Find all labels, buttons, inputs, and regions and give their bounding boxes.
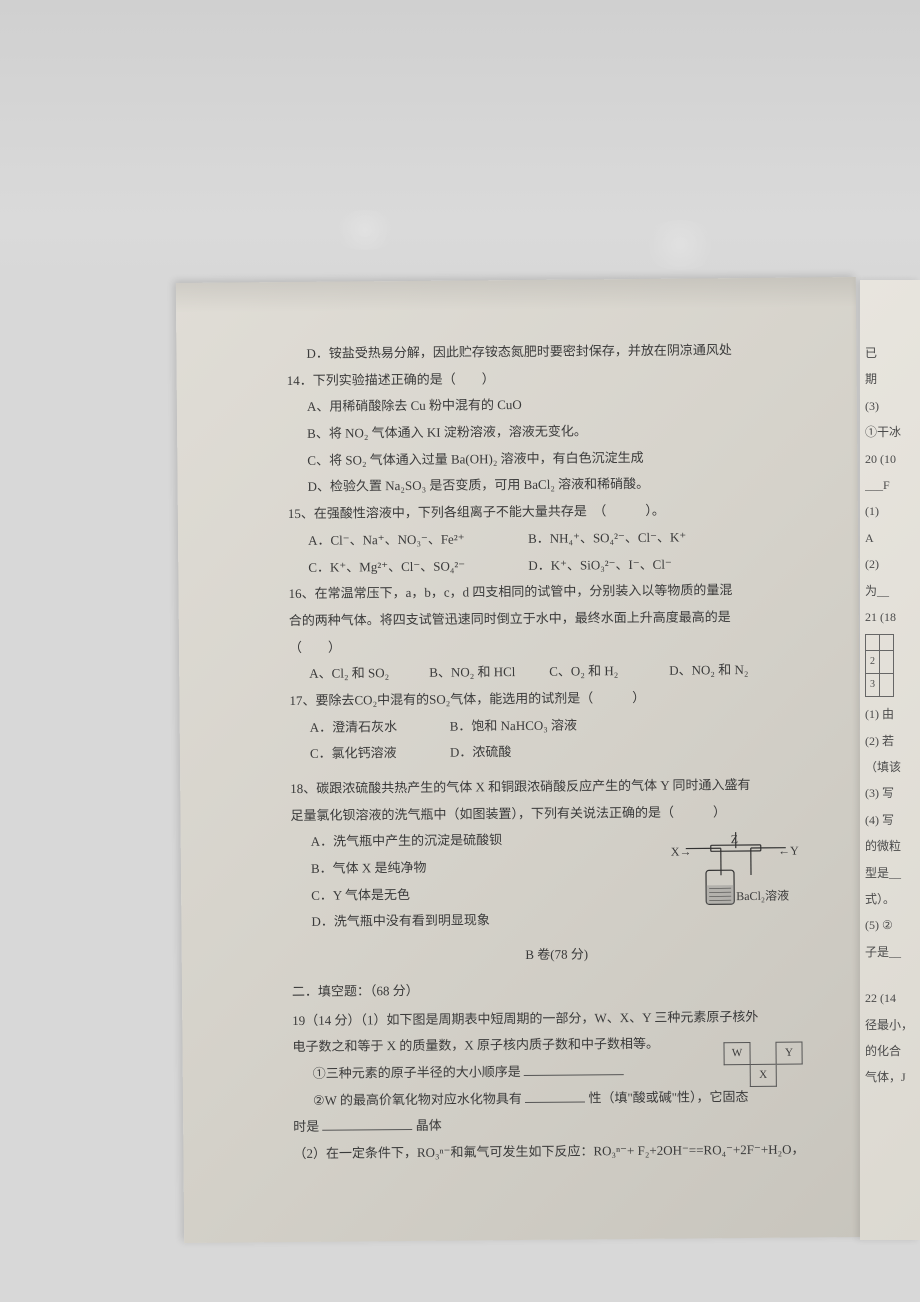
edge-text: 已	[865, 340, 915, 366]
q17-row1: A．澄清石灰水 B．饱和 NaHCO₃ 溶液	[290, 711, 820, 740]
edge-text: (3) 写	[865, 780, 915, 806]
cell-x: X	[750, 1064, 776, 1086]
q17-option-d: D．浓硫酸	[450, 740, 512, 765]
q19-sub2c: 时是 晶体	[293, 1111, 823, 1140]
q18-option-d: D．洗气瓶中没有看到明显现象	[291, 906, 821, 935]
blank-field	[524, 1062, 624, 1076]
q19-stem1: 19（14 分）（1）如下图是周期表中短周期的一部分，W、X、Y 三种元素原子核…	[292, 1004, 822, 1033]
edge-text: 的化合	[865, 1038, 915, 1064]
edge-text: 21 (18	[865, 604, 915, 630]
q19-periodic-fragment: W Y X	[723, 1042, 802, 1088]
cell-y: Y	[776, 1042, 802, 1064]
q14-option-c: C、将 SO₂ 气体通入过量 Ba(OH)₂ 溶液中，有白色沉淀生成	[287, 444, 817, 473]
edge-text: (4) 写	[865, 807, 915, 833]
q17-option-b: B．饱和 NaHCO₃ 溶液	[450, 713, 578, 739]
q14-option-d: D、检验久置 Na₂SO₃ 是否变质，可用 BaCl₂ 溶液和稀硝酸。	[288, 471, 818, 500]
q14-option-b: B、将 NO₂ 气体通入 KI 淀粉溶液，溶液无变化。	[287, 417, 817, 446]
q16-stem2: 合的两种气体。将四支试管迅速同时倒立于水中，最终水面上升高度最高的是	[289, 604, 819, 633]
edge-text: A	[865, 525, 915, 551]
top-shadow-region	[0, 0, 920, 280]
edge-text: 20 (10	[865, 446, 915, 472]
edge-text: 气体，J	[865, 1064, 915, 1090]
exam-page: D．铵盐受热易分解，因此贮存铵态氮肥时要密封保存，并放在阴凉通风处 14．下列实…	[176, 277, 864, 1243]
edge-text: （填该	[865, 754, 915, 780]
edge-text: 期	[865, 366, 915, 392]
q15-option-b: B．NH₄⁺、SO₄²⁻、Cl⁻、K⁺	[528, 525, 686, 551]
q19-sub2a-text: ②W 的最高价氧化物对应水化物具有	[313, 1091, 522, 1108]
edge-text: (2)	[865, 551, 915, 577]
q16-option-b: B、NO₂ 和 HCl	[429, 660, 549, 686]
edge-text: (1) 由	[865, 701, 915, 727]
edge-text: 的微粒	[865, 833, 915, 859]
q18-stem1: 18、碳跟浓硫酸共热产生的气体 X 和铜跟浓硝酸反应产生的气体 Y 同时通入盛有	[290, 772, 820, 801]
edge-text: 为__	[865, 578, 915, 604]
blank-field	[322, 1117, 412, 1131]
q16-option-a: A、Cl₂ 和 SO₂	[309, 661, 429, 687]
q13-option-d: D．铵盐受热易分解，因此贮存铵态氮肥时要密封保存，并放在阴凉通风处	[286, 337, 816, 366]
q14-stem: 14．下列实验描述正确的是（ ）	[287, 364, 817, 393]
edge-text: (3)	[865, 393, 915, 419]
q17-option-c: C．氯化钙溶液	[310, 741, 450, 767]
q16-options: A、Cl₂ 和 SO₂ B、NO₂ 和 HCl C、O₂ 和 H₂ D、NO₂ …	[289, 658, 819, 687]
q19-sub2d-text: 晶体	[416, 1118, 442, 1133]
q16-stem3: （ ）	[289, 631, 819, 660]
q15-option-c: C．K⁺、Mg²⁺、Cl⁻、SO₄²⁻	[308, 553, 528, 580]
q18-apparatus-diagram: Z X→ ←Y BaCl₂溶液	[681, 830, 792, 911]
edge-text: (1)	[865, 498, 915, 524]
q15-option-a: A．Cl⁻、Na⁺、NO₃⁻、Fe²⁺	[308, 527, 528, 554]
edge-table: 2 3	[865, 634, 894, 697]
scan-smudge	[640, 220, 720, 270]
diagram-label-bottle: BaCl₂溶液	[736, 885, 789, 908]
section-b-header: B 卷(78 分)	[292, 941, 822, 970]
q14-option-a: A、用稀硝酸除去 Cu 粉中混有的 CuO	[287, 391, 817, 420]
q16-option-d: D、NO₂ 和 N₂	[669, 658, 789, 684]
diagram-label-y: ←Y	[778, 840, 799, 863]
q15-stem: 15、在强酸性溶液中，下列各组离子不能大量共存是 （ ）。	[288, 498, 818, 527]
q19-part2: （2）在一定条件下，RO₃ⁿ⁻和氟气可发生如下反应：RO₃ⁿ⁻+ F₂+2OH⁻…	[293, 1137, 823, 1166]
edge-text: ___F	[865, 472, 915, 498]
adjacent-page-sliver: 已 期 (3) ①干冰 20 (10 ___F (1) A (2) 为__ 21…	[860, 280, 920, 1240]
edge-text: (2) 若	[865, 728, 915, 754]
q15-row2: C．K⁺、Mg²⁺、Cl⁻、SO₄²⁻ D．K⁺、SiO₃²⁻、I⁻、Cl⁻	[288, 551, 818, 580]
edge-text: 22 (14	[865, 985, 915, 1011]
blank-field	[525, 1089, 585, 1103]
edge-text: 式）。	[865, 886, 915, 912]
q19-sub2c-text: 时是	[293, 1119, 319, 1134]
q17-stem: 17、要除去CO₂中混有的SO₂气体，能选用的试剂是（ ）	[289, 684, 819, 713]
edge-text: 径最小，	[865, 1012, 915, 1038]
edge-text: ①干冰	[865, 419, 915, 445]
q16-option-c: C、O₂ 和 H₂	[549, 659, 669, 685]
q17-row2: C．氯化钙溶液 D．浓硫酸	[290, 738, 820, 767]
q19-sub1-text: ①三种元素的原子半径的大小顺序是	[313, 1064, 521, 1081]
edge-text: 子是__	[865, 939, 915, 965]
q15-option-d: D．K⁺、SiO₃²⁻、I⁻、Cl⁻	[528, 552, 672, 578]
edge-text: (5) ②	[865, 912, 915, 938]
q17-option-a: A．澄清石灰水	[310, 714, 450, 740]
fill-blank-header: 二．填空题：（68 分）	[292, 975, 822, 1004]
q16-stem1: 16、在常温常压下，a，b，c，d 四支相同的试管中，分别装入以等物质的量混	[288, 578, 818, 607]
cell-w: W	[724, 1043, 750, 1065]
scan-smudge	[330, 210, 400, 250]
q19-sub2: ②W 的最高价氧化物对应水化物具有 性（填"酸或碱"性），它固态	[293, 1084, 823, 1113]
diagram-label-x: X→	[671, 841, 692, 864]
diagram-label-z: Z	[731, 828, 739, 851]
q18-stem2: 足量氯化钡溶液的洗气瓶中（如图装置），下列有关说法正确的是（ ）	[290, 799, 820, 828]
edge-text: 型是__	[865, 860, 915, 886]
q19-sub2b-text: 性（填"酸或碱"性），它固态	[588, 1089, 748, 1105]
q15-row1: A．Cl⁻、Na⁺、NO₃⁻、Fe²⁺ B．NH₄⁺、SO₄²⁻、Cl⁻、K⁺	[288, 524, 818, 553]
